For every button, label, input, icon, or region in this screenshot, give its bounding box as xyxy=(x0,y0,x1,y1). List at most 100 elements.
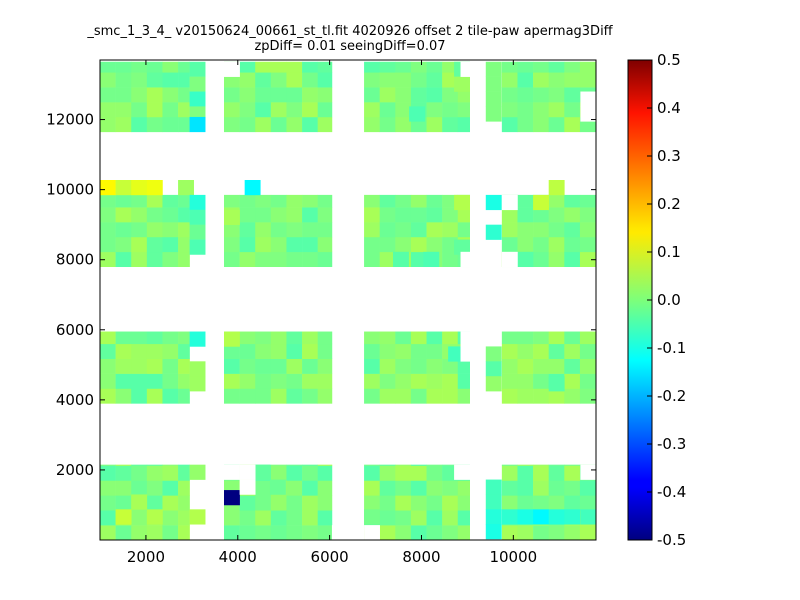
heatmap-cell xyxy=(146,358,163,374)
heatmap-cell xyxy=(189,91,206,107)
heatmap-gap xyxy=(224,61,240,77)
heatmap-cell xyxy=(100,180,116,196)
heatmap-cell xyxy=(442,480,459,496)
heatmap-cell xyxy=(100,331,116,345)
heatmap-cell xyxy=(501,464,518,466)
heatmap-cell xyxy=(255,495,272,511)
heatmap-cell xyxy=(239,331,256,345)
heatmap-gap xyxy=(239,479,256,495)
heatmap-cell xyxy=(548,251,565,268)
heatmap-cell xyxy=(146,509,163,525)
heatmap-gap xyxy=(224,464,240,480)
heatmap-cell xyxy=(501,236,518,253)
heatmap-cell xyxy=(131,465,148,481)
heatmap-cell xyxy=(224,388,240,404)
heatmap-cell xyxy=(485,76,502,92)
heatmap-cell xyxy=(224,194,240,208)
heatmap-cell xyxy=(410,61,427,73)
heatmap-cell xyxy=(442,87,459,103)
heatmap-cell xyxy=(131,116,148,133)
heatmap-cell xyxy=(364,194,380,208)
heatmap-cell xyxy=(162,207,179,223)
heatmap-cell xyxy=(162,464,179,466)
heatmap-cell xyxy=(255,343,272,359)
heatmap-cell xyxy=(364,236,380,253)
heatmap-cell xyxy=(115,222,132,238)
heatmap-cell xyxy=(178,251,190,268)
heatmap-cell xyxy=(517,222,534,238)
y-tick-label: 4000 xyxy=(56,391,94,409)
heatmap-cell xyxy=(115,251,132,268)
heatmap-cell xyxy=(564,465,581,481)
colorbar-tick-label: -0.1 xyxy=(657,339,686,357)
colorbar-tick-label: 0.2 xyxy=(657,195,681,213)
heatmap-cell xyxy=(189,224,206,240)
heatmap-cell xyxy=(178,87,190,103)
heatmap-cell xyxy=(410,236,427,253)
heatmap-cell xyxy=(302,358,318,374)
heatmap-cell xyxy=(457,373,470,389)
heatmap-cell xyxy=(286,102,303,118)
heatmap-cell xyxy=(286,480,303,496)
heatmap-cell xyxy=(224,116,240,133)
heatmap-cell xyxy=(442,251,459,268)
heatmap-cell xyxy=(162,251,179,268)
heatmap-cell xyxy=(317,72,333,88)
heatmap-cell xyxy=(548,87,565,103)
heatmap-cell xyxy=(426,343,443,359)
heatmap-cell xyxy=(146,102,163,118)
heatmap-cell xyxy=(146,87,163,103)
heatmap-cell xyxy=(286,116,303,133)
heatmap-cell xyxy=(457,388,470,404)
heatmap-cell xyxy=(448,346,465,362)
heatmap-cells xyxy=(100,61,597,541)
heatmap-cell xyxy=(131,358,148,374)
heatmap-cell xyxy=(426,207,443,223)
heatmap-cell xyxy=(442,72,459,88)
heatmap-cell xyxy=(239,373,256,389)
heatmap-cell xyxy=(115,331,132,345)
heatmap-cell xyxy=(379,102,396,118)
heatmap-cell xyxy=(579,525,596,541)
heatmap-cell xyxy=(485,361,502,377)
heatmap-cell xyxy=(146,343,163,359)
heatmap-cell xyxy=(131,373,148,389)
heatmap-cell xyxy=(517,72,534,88)
heatmap-cell xyxy=(501,388,518,404)
heatmap-cell xyxy=(178,180,194,196)
heatmap-cell xyxy=(286,72,303,88)
heatmap-cell xyxy=(454,239,470,255)
heatmap-cell xyxy=(442,331,459,345)
heatmap-cell xyxy=(146,222,163,238)
heatmap-cell xyxy=(564,102,581,118)
heatmap-cell xyxy=(239,87,256,103)
heatmap-cell xyxy=(270,510,287,526)
heatmap-cell xyxy=(162,116,179,133)
heatmap-cell xyxy=(517,373,534,389)
heatmap-cell xyxy=(395,207,412,223)
heatmap-cell xyxy=(379,525,396,541)
heatmap-cell xyxy=(379,207,396,223)
heatmap-cell xyxy=(533,343,549,359)
heatmap-cell xyxy=(239,61,256,73)
heatmap-cell xyxy=(410,525,427,541)
heatmap-cell xyxy=(131,388,148,404)
heatmap-cell xyxy=(533,388,549,404)
heatmap-cell xyxy=(395,464,412,466)
heatmap-cell xyxy=(395,495,412,511)
heatmap-cell xyxy=(364,464,380,466)
heatmap-cell xyxy=(224,510,240,526)
heatmap-cell xyxy=(442,116,459,133)
heatmap-cell xyxy=(178,72,190,88)
heatmap-cell xyxy=(178,465,190,481)
heatmap-cell xyxy=(317,207,333,223)
heatmap-cell xyxy=(426,480,443,496)
heatmap-cell xyxy=(162,358,179,374)
heatmap-cell xyxy=(485,61,502,77)
heatmap-cell xyxy=(239,116,256,133)
heatmap-cell xyxy=(100,510,116,526)
heatmap-cell xyxy=(579,495,596,511)
heatmap-cell xyxy=(317,61,333,73)
heatmap-cell xyxy=(270,72,287,88)
heatmap-cell xyxy=(485,91,502,107)
